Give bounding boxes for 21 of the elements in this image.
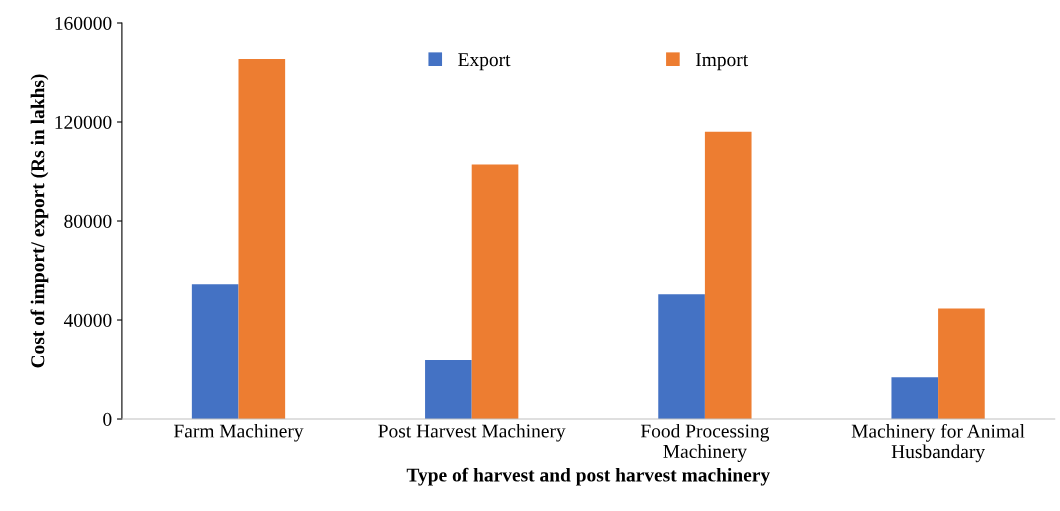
bar xyxy=(425,360,472,420)
bar xyxy=(238,58,286,420)
x-tick-label: Farm Machinery xyxy=(173,423,304,442)
x-tick-label: Post Harvest Machinery xyxy=(378,423,566,442)
bar xyxy=(891,377,939,420)
bar xyxy=(471,164,519,420)
bar xyxy=(704,131,752,420)
bar xyxy=(938,308,985,420)
y-tick-label: 40000 xyxy=(63,313,112,327)
bar xyxy=(191,284,239,420)
x-axis-title: Type of harvest and post harvest machinery xyxy=(406,467,770,486)
x-tick-label: Machinery for Animal Husbandary xyxy=(851,423,1025,463)
legend-label: Export xyxy=(458,53,511,71)
x-tick-label: Food Processing Machinery xyxy=(640,423,770,462)
y-tick-label: 160000 xyxy=(55,16,112,30)
y-tick-label: 80000 xyxy=(64,214,112,228)
bar xyxy=(658,294,705,420)
y-tick-label: 0 xyxy=(103,412,112,426)
legend-label: Import xyxy=(695,53,749,71)
y-axis-title: Cost of import/ export (Rs in lakhs) xyxy=(30,74,49,368)
y-tick-label: 120000 xyxy=(55,115,112,129)
